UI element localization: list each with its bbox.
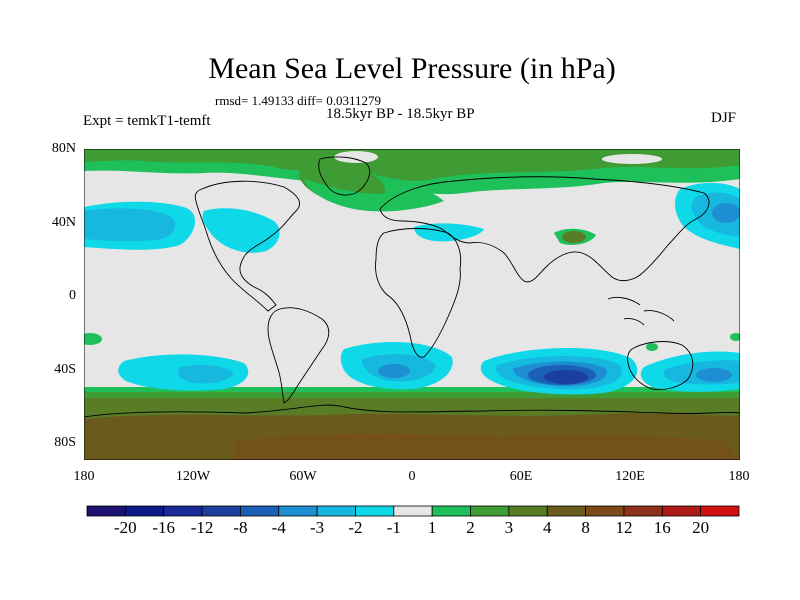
north-atlantic-green	[304, 179, 444, 212]
colorbar-label: -3	[310, 518, 325, 537]
lon-label-60w: 60W	[289, 469, 317, 484]
northern-olive-band	[84, 149, 740, 181]
colorbar-swatch	[508, 505, 548, 517]
colorbar-swatch	[240, 505, 280, 517]
southern-green-mid-band	[84, 392, 740, 400]
mediterranean-low	[414, 223, 484, 242]
ne-pacific-low-inner	[84, 208, 176, 242]
arctic-light-patch-2	[602, 154, 662, 164]
lon-label-60e: 60E	[509, 469, 533, 484]
lat-label-40s: 40S	[54, 362, 76, 377]
colorbar-swatch	[316, 505, 356, 517]
africa-coast	[375, 228, 462, 358]
antarctica-coast	[84, 404, 740, 418]
north-america-coast	[194, 180, 300, 312]
colorbar-swatch	[585, 505, 625, 517]
lat-label-40n: 40N	[51, 215, 76, 230]
colorbar-swatch	[546, 505, 586, 517]
lat-label-80n: 80N	[51, 141, 76, 156]
south-america-coast	[267, 307, 330, 404]
equatorial-green-east	[646, 343, 658, 351]
greenland-coast	[318, 156, 370, 196]
colorbar-label: 4	[542, 518, 552, 537]
colorbar-swatch	[661, 505, 702, 517]
maritime-continent	[607, 296, 675, 326]
equatorial-green-far-east	[730, 333, 740, 341]
lon-label-120w: 120W	[175, 469, 211, 484]
arctic-light-patch	[334, 151, 378, 163]
indian-ocean-low-center	[544, 370, 588, 384]
sw-pacific-low-core	[696, 368, 732, 382]
colorbar-label: -1	[386, 518, 401, 537]
colorbar-label: -12	[190, 518, 214, 537]
antarctic-brown-dark-region	[234, 433, 740, 460]
colorbar-swatch	[201, 505, 241, 517]
lon-label-120e: 120E	[615, 469, 645, 484]
coastlines	[84, 156, 740, 418]
colorbar-label: 20	[692, 518, 710, 537]
colorbar-swatch	[355, 505, 395, 517]
colorbar-swatch	[124, 505, 165, 517]
colorbar-swatch	[431, 505, 471, 517]
colorbar-swatch	[163, 505, 203, 517]
experiment-label: Expt = temkT1-temft	[83, 113, 211, 129]
colorbar-swatch	[623, 505, 663, 517]
colorbar	[86, 504, 740, 522]
colorbar-swatch	[700, 505, 740, 517]
colorbar-label: 3	[504, 518, 514, 537]
stats-text: rmsd= 1.49133 diff= 0.0311279	[215, 93, 381, 108]
colorbar-label: -8	[233, 518, 248, 537]
pressure-map	[84, 149, 740, 460]
n-america-low	[202, 208, 280, 253]
colorbar-swatch	[278, 505, 318, 517]
colorbar-label: 16	[653, 518, 671, 537]
colorbar-label: -16	[152, 518, 176, 537]
colorbar-swatch	[86, 505, 126, 517]
eurasia-coast	[379, 176, 710, 283]
colorbar-label: 12	[615, 518, 633, 537]
season-label: DJF	[711, 110, 737, 126]
colorbar-swatch	[393, 505, 433, 517]
lat-label-80s: 80S	[54, 435, 76, 450]
map-title: Mean Sea Level Pressure (in hPa)	[208, 52, 616, 85]
australia-coast	[627, 341, 694, 390]
lon-label-0: 0	[408, 469, 416, 484]
colorbar-label: -20	[114, 518, 137, 537]
tibet-olive-core	[562, 231, 586, 243]
colorbar-label: 8	[581, 518, 590, 537]
colorbar-label: -2	[348, 518, 363, 537]
lon-label-180-west: 180	[73, 469, 95, 484]
colorbar-label: -4	[271, 518, 286, 537]
lat-label-0: 0	[69, 288, 76, 303]
colorbar-swatch	[470, 505, 510, 517]
equatorial-green-west	[84, 333, 102, 345]
colorbar-label: 2	[466, 518, 475, 537]
lon-label-180-east: 180	[728, 469, 750, 484]
w-pacific-low-core	[712, 203, 740, 223]
s-atlantic-low-core	[378, 364, 410, 378]
period-text: 18.5kyr BP - 18.5kyr BP	[326, 106, 475, 122]
colorbar-label: 1	[427, 518, 437, 537]
s-pacific-low-inner	[177, 365, 234, 384]
